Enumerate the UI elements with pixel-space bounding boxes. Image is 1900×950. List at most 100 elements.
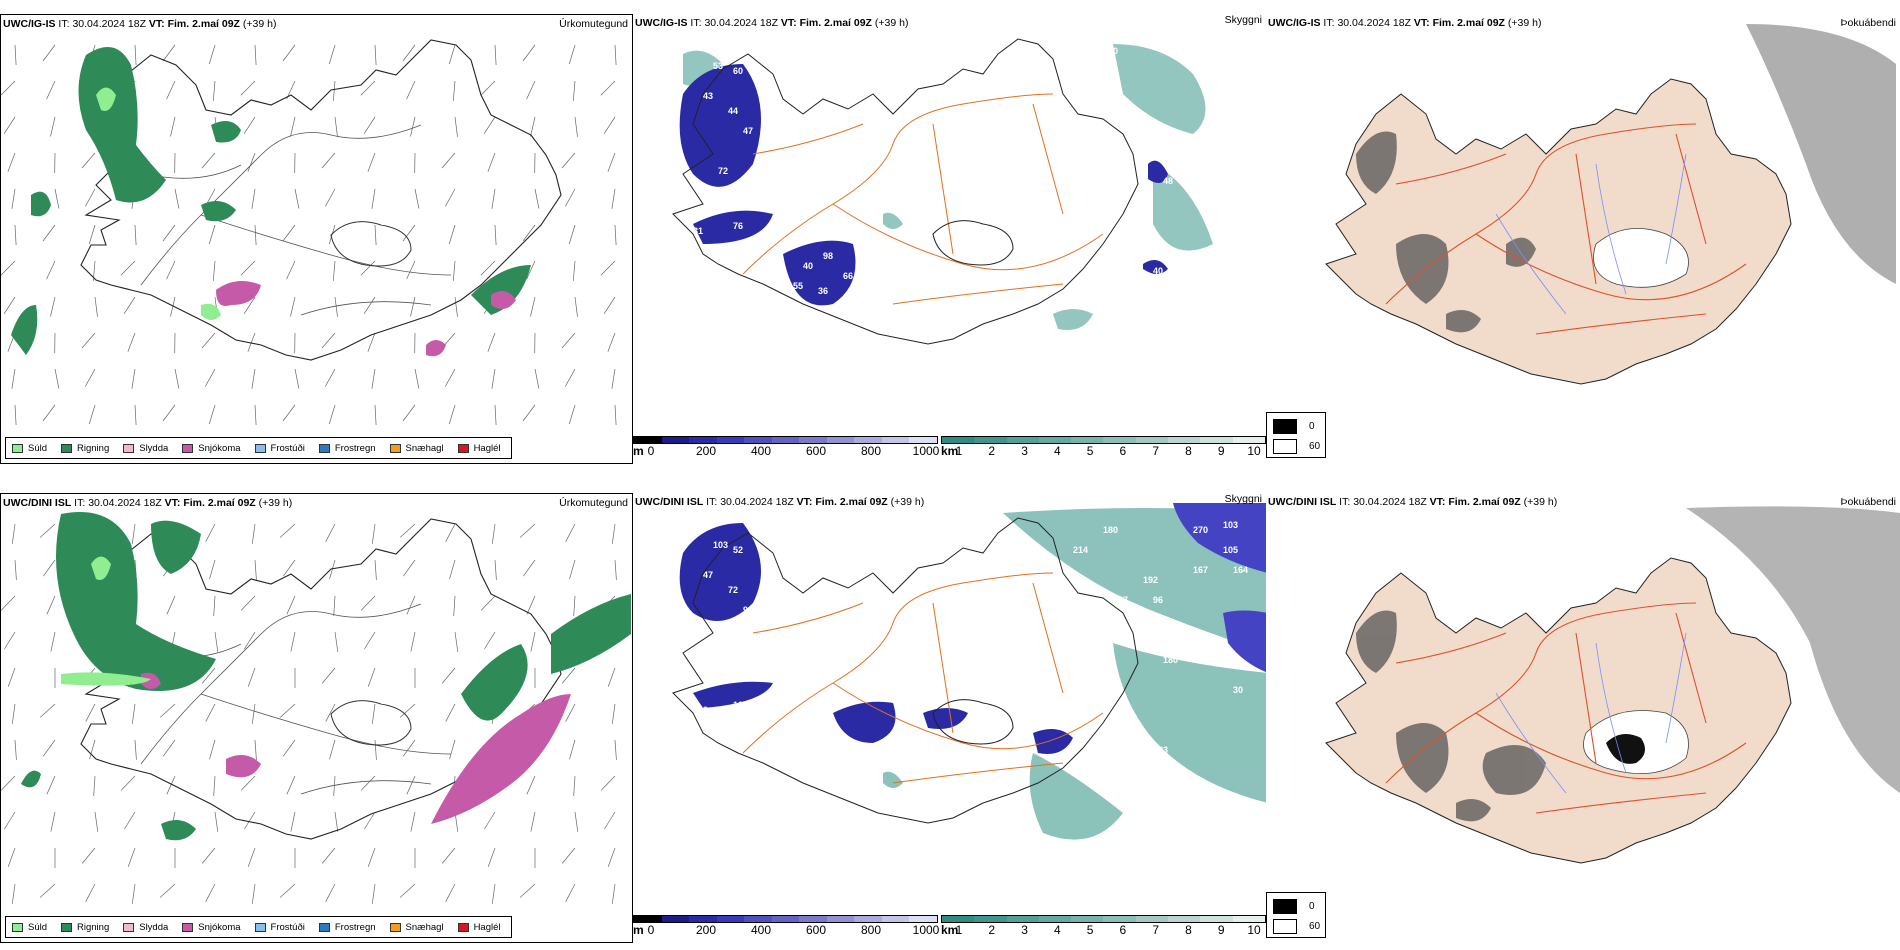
fog-legend-row: 0 <box>1273 419 1315 434</box>
wind-barb <box>124 811 136 830</box>
wind-barb <box>363 296 376 314</box>
iceland-land <box>1325 557 1792 864</box>
wind-barb <box>611 523 616 544</box>
wind-barb <box>1 260 16 276</box>
cloud-base-value: 37 <box>933 695 943 705</box>
wind-barb <box>254 739 257 760</box>
wind-barb <box>85 703 96 722</box>
wind-barb <box>444 188 456 207</box>
cloud-base-value: 214 <box>1073 545 1088 555</box>
cloud-base-value: 103 <box>1223 520 1238 530</box>
wind-barb <box>572 260 576 281</box>
colorbar-tick-label: 7 <box>1152 444 1159 458</box>
fog-map-1 <box>1266 24 1900 434</box>
wind-barb <box>607 667 616 687</box>
colorbar-tick-label: 6 <box>1119 923 1127 937</box>
wind-barb <box>406 80 416 100</box>
wind-barb <box>131 883 136 904</box>
legend-label: Snæhagl <box>405 921 444 933</box>
wind-barb <box>7 847 16 867</box>
wind-barb <box>243 296 256 314</box>
panel-header: UWC/IG-IS IT: 30.04.2024 18Z VT: Fim. 2.… <box>3 18 276 30</box>
fog-map-2 <box>1266 506 1900 913</box>
glacier-outline <box>932 699 1014 745</box>
wind-barb <box>494 224 497 246</box>
wind-barb <box>614 44 617 66</box>
wind-barb <box>127 332 136 352</box>
low-cloud-base-sea <box>1173 503 1266 673</box>
cloud-base-labels: 53 60 43 44 47 104 72 37 31 76 30 40 98 55 36 66 70 39 48 4… <box>693 41 1233 316</box>
colorbar-segment <box>881 437 910 443</box>
wind-barb <box>454 116 458 137</box>
colorbar-segment <box>744 916 772 922</box>
wind-barb <box>364 631 376 650</box>
wind-barb <box>572 80 576 101</box>
colorbar-segment <box>1103 437 1136 443</box>
colorbar-segment <box>974 916 1007 922</box>
colorbar-segment <box>909 916 938 922</box>
wind-barb <box>321 332 336 349</box>
road-lines <box>140 603 452 795</box>
precip-panel-2: UWC/DINI ISL IT: 30.04.2024 18Z VT: Fim.… <box>0 493 633 943</box>
wind-barb <box>286 775 296 795</box>
wind-barb <box>208 44 216 65</box>
wind-barb <box>484 631 496 650</box>
wind-barb <box>399 703 416 718</box>
fog-shading-sea <box>1686 506 1900 793</box>
wind-barb <box>607 152 616 172</box>
wind-barb <box>406 595 416 615</box>
rain-area <box>11 47 531 355</box>
wind-barb <box>371 883 376 904</box>
wind-barb <box>321 152 336 169</box>
wind-barb <box>14 739 17 760</box>
cloud-base-value: 76 <box>733 221 743 231</box>
colorbar-segment <box>1038 916 1072 922</box>
wind-barb <box>208 404 216 425</box>
cloud-base-value: 53 <box>713 61 723 71</box>
colorbar-segment <box>1200 437 1233 443</box>
fog-swatch <box>1273 439 1297 454</box>
wind-barb <box>449 739 456 760</box>
cloud-base-value: 104 <box>763 96 778 106</box>
wind-barb <box>324 188 336 207</box>
legend-label: Snæhagl <box>405 442 444 454</box>
wind-barb <box>166 595 176 615</box>
valid-time: Fim. 2.maí 09Z <box>167 18 240 30</box>
wind-barb <box>360 595 376 611</box>
cloud-base-value: 44 <box>728 106 738 116</box>
init-time: 30.04.2024 18Z <box>720 496 794 508</box>
wind-barb <box>282 404 296 422</box>
wind-barb <box>279 703 296 718</box>
wind-barb <box>174 188 180 209</box>
panel-title: Úrkomutegund <box>559 18 628 30</box>
road-network <box>742 572 1104 784</box>
colorbar-unit: km <box>941 923 959 937</box>
wind-barb <box>367 667 376 687</box>
colorbar-strip <box>633 915 938 923</box>
wind-barb <box>240 595 256 611</box>
wind-barb <box>374 224 377 246</box>
precip-type-legend: Súld Rigning Slydda Snjókoma Frostúði Fr… <box>5 437 512 459</box>
panel-title: Skyggni <box>1224 14 1262 26</box>
wind-barb <box>1 80 16 96</box>
wind-barb <box>11 703 16 724</box>
wind-barb <box>374 559 377 580</box>
wind-barb <box>89 739 96 760</box>
visibility-panel-1: 53 60 43 44 47 104 72 37 31 76 30 40 98 55 36 66 70 39 48 4… <box>633 14 1266 464</box>
wind-barb <box>480 595 496 611</box>
colorbar-segment <box>1168 916 1201 922</box>
wind-barb <box>574 116 578 137</box>
wind-barb <box>607 847 616 867</box>
wind-barb <box>213 775 216 797</box>
wind-barb <box>374 739 377 760</box>
colorbar-segment <box>634 916 662 922</box>
wind-barb <box>403 559 416 577</box>
wind-barb <box>523 559 536 577</box>
colorbar-segment <box>1103 916 1136 922</box>
wind-barb <box>402 404 416 422</box>
colorbar-segment <box>1006 437 1039 443</box>
legend-swatch <box>389 922 401 932</box>
precip-map-1 <box>1 39 617 426</box>
wind-barb <box>487 332 496 352</box>
colorbar-segment <box>771 916 800 922</box>
